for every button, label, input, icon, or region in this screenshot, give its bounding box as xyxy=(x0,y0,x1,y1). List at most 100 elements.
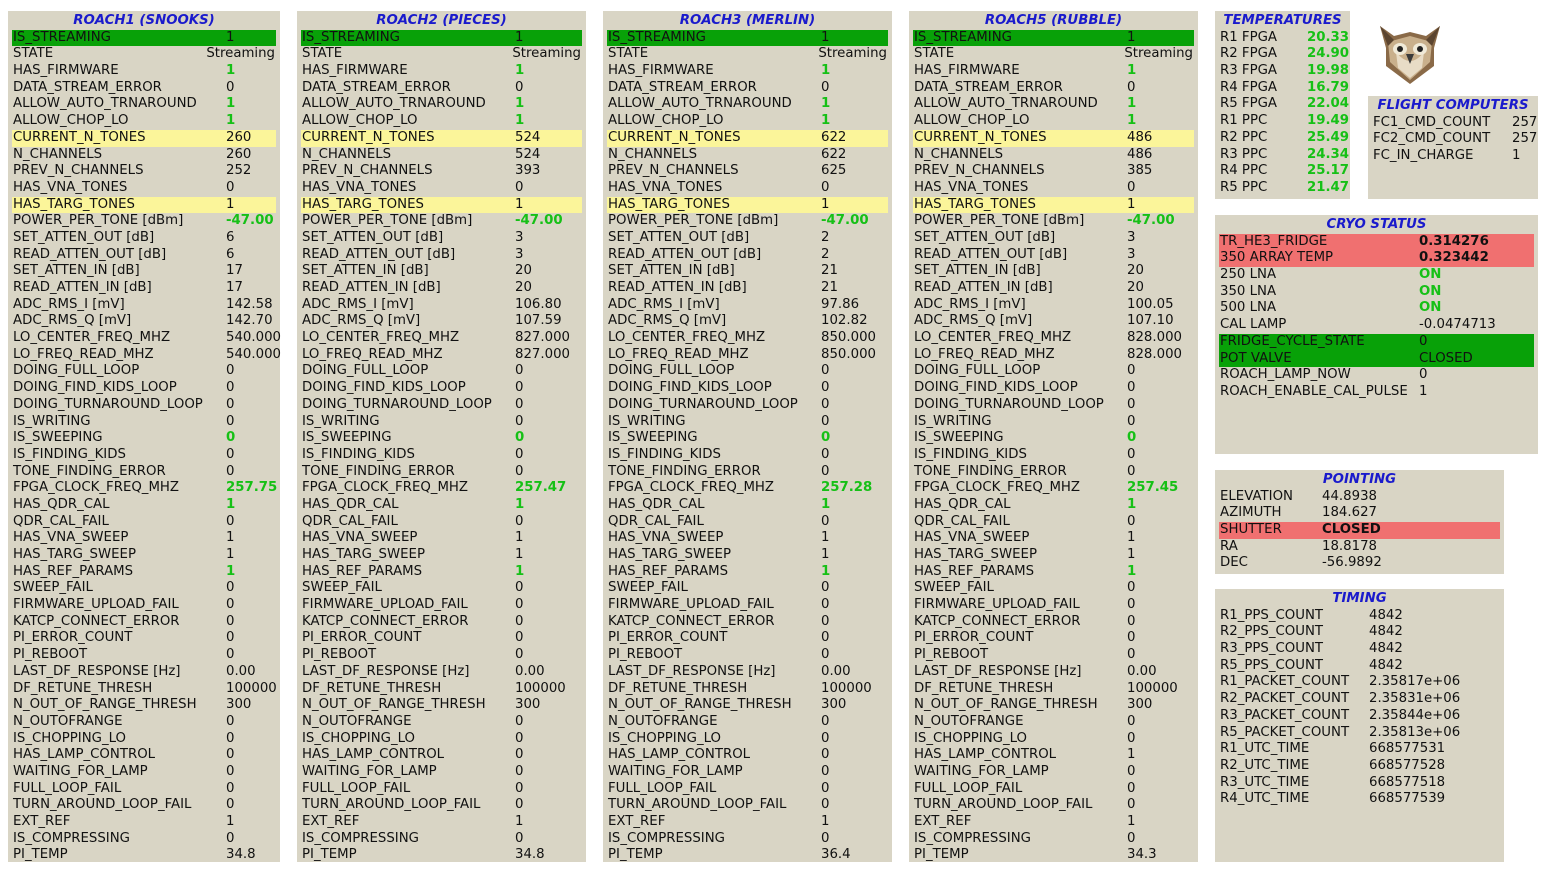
status-value: 0 xyxy=(1127,413,1136,429)
status-label: SET_ATTEN_OUT [dB] xyxy=(13,229,155,245)
status-row: ADC_RMS_I [mV] 97.86 xyxy=(607,297,888,314)
status-row: LAST_DF_RESPONSE [Hz] 0.00 xyxy=(607,664,888,681)
status-label: ADC_RMS_I [mV] xyxy=(302,296,414,312)
status-label: DOING_TURNAROUND_LOOP xyxy=(302,396,492,412)
status-value: 106.80 xyxy=(515,296,562,312)
status-label: SWEEP_FAIL xyxy=(914,580,994,596)
panel-title: ROACH5 (RUBBLE) xyxy=(984,13,1123,28)
status-value: 1 xyxy=(1512,148,1521,164)
status-label: TURN_AROUND_LOOP_FAIL xyxy=(302,797,481,813)
status-row: SET_ATTEN_IN [dB] 17 xyxy=(12,263,276,280)
status-value: 0 xyxy=(226,446,235,462)
status-row: 250 LNA ON xyxy=(1219,267,1534,284)
status-label: IS_CHOPPING_LO xyxy=(13,730,127,746)
status-row: HAS_VNA_SWEEP 1 xyxy=(913,530,1194,547)
status-value: 1 xyxy=(1127,814,1136,829)
status-label: R4_UTC_TIME xyxy=(1220,791,1310,807)
status-value: 385 xyxy=(1127,163,1153,179)
status-row: PI_TEMP 34.3 xyxy=(913,847,1194,864)
status-label: R1_PPS_COUNT xyxy=(1220,607,1324,623)
status-label: HAS_VNA_SWEEP xyxy=(13,530,129,546)
status-value: 622 xyxy=(821,146,847,162)
status-row: ADC_RMS_Q [mV] 107.59 xyxy=(301,313,582,330)
status-row: HAS_TARG_TONES 1 xyxy=(913,196,1194,214)
status-label: TONE_FINDING_ERROR xyxy=(302,463,455,479)
status-value: 0 xyxy=(226,597,235,613)
status-label: IS_CHOPPING_LO xyxy=(608,730,722,746)
status-row: PI_ERROR_COUNT 0 xyxy=(12,630,276,647)
status-row: ALLOW_CHOP_LO 1 xyxy=(913,113,1194,130)
status-row: AZIMUTH 184.627 xyxy=(1219,505,1500,522)
status-value: 0 xyxy=(226,797,235,813)
status-label: IS_SWEEPING xyxy=(302,430,392,446)
status-label: HAS_TARG_TONES xyxy=(302,196,424,212)
status-row: N_OUT_OF_RANGE_THRESH 300 xyxy=(913,697,1194,714)
status-value: 1 xyxy=(1127,496,1137,512)
status-row: POWER_PER_TONE [dBm] -47.00 xyxy=(913,213,1194,230)
status-row: IS_CHOPPING_LO 0 xyxy=(12,731,276,748)
status-label: PI_ERROR_COUNT xyxy=(302,630,422,646)
status-value: 0 xyxy=(1127,179,1136,195)
status-label: PI_ERROR_COUNT xyxy=(608,630,728,646)
status-value: 20 xyxy=(515,263,532,279)
status-row: N_OUT_OF_RANGE_THRESH 300 xyxy=(12,697,276,714)
status-label: HAS_TARG_TONES xyxy=(13,196,135,212)
status-value: 100000 xyxy=(1127,680,1178,696)
status-value: 257.75 xyxy=(226,480,278,496)
status-row: SWEEP_FAIL 0 xyxy=(301,580,582,597)
status-label: TR_HE3_FRIDGE xyxy=(1220,233,1328,249)
status-label: PREV_N_CHANNELS xyxy=(302,163,433,179)
status-row: IS_SWEEPING 0 xyxy=(12,430,276,447)
status-label: R2 FPGA xyxy=(1220,46,1277,62)
status-row: R3_UTC_TIME 668577518 xyxy=(1219,775,1500,792)
status-value: 1 xyxy=(1127,63,1137,79)
status-row: PREV_N_CHANNELS 625 xyxy=(607,163,888,180)
status-value: 0 xyxy=(1127,647,1136,663)
panel-title: ROACH2 (PIECES) xyxy=(376,13,507,28)
status-value: 0 xyxy=(1127,363,1136,379)
status-label: SET_ATTEN_OUT [dB] xyxy=(608,229,750,245)
status-label: DATA_STREAM_ERROR xyxy=(302,79,451,95)
status-row: HAS_QDR_CAL 1 xyxy=(301,497,582,514)
status-row: ADC_RMS_Q [mV] 107.10 xyxy=(913,313,1194,330)
status-label: PI_ERROR_COUNT xyxy=(13,630,133,646)
status-value: 0 xyxy=(821,613,830,629)
roach1-panel: ROACH1 (SNOOKS) IS_STREAMING 1 STATE Stream… xyxy=(8,11,281,862)
status-value: 1 xyxy=(515,814,524,829)
status-label: IS_COMPRESSING xyxy=(302,830,419,846)
status-row: EXT_REF 1 xyxy=(913,814,1194,831)
status-row: FC2_CMD_COUNT 257 xyxy=(1372,131,1537,148)
status-value: 17 xyxy=(226,280,243,295)
status-value: 2 xyxy=(821,229,830,245)
status-value: 524 xyxy=(515,129,541,145)
status-value: 100000 xyxy=(515,680,566,696)
status-value: 1 xyxy=(821,547,830,562)
status-value: 1 xyxy=(226,29,235,45)
status-label: TURN_AROUND_LOOP_FAIL xyxy=(13,797,192,813)
status-label: HAS_VNA_TONES xyxy=(13,179,128,195)
status-row: N_OUT_OF_RANGE_THRESH 300 xyxy=(607,697,888,714)
status-value: CLOSED xyxy=(1322,522,1381,538)
status-value: Streaming xyxy=(206,46,275,62)
status-label: HAS_FIRMWARE xyxy=(302,63,408,79)
status-label: DOING_TURNAROUND_LOOP xyxy=(608,396,798,412)
status-row: DOING_FULL_LOOP 0 xyxy=(301,363,582,380)
status-value: 0 xyxy=(515,396,524,412)
status-row: FPGA_CLOCK_FREQ_MHZ 257.45 xyxy=(913,480,1194,497)
status-value: 0 xyxy=(515,730,524,746)
status-row: HAS_VNA_SWEEP 1 xyxy=(607,530,888,547)
status-label: LO_CENTER_FREQ_MHZ xyxy=(608,330,766,346)
status-label: LAST_DF_RESPONSE [Hz] xyxy=(302,663,470,679)
status-row: HAS_VNA_TONES 0 xyxy=(913,180,1194,197)
status-row: CURRENT_N_TONES 260 xyxy=(12,129,276,147)
status-row: READ_ATTEN_IN [dB] 17 xyxy=(12,280,276,297)
status-value: 1 xyxy=(821,63,831,79)
status-row: STATE Streaming xyxy=(12,46,276,63)
status-label: N_OUT_OF_RANGE_THRESH xyxy=(914,697,1098,713)
status-row: N_OUTOFRANGE 0 xyxy=(913,714,1194,731)
status-row: FPGA_CLOCK_FREQ_MHZ 257.28 xyxy=(607,480,888,497)
status-label: HAS_TARG_SWEEP xyxy=(914,547,1037,562)
status-row: FULL_LOOP_FAIL 0 xyxy=(607,781,888,798)
status-label: SWEEP_FAIL xyxy=(13,580,93,596)
status-row: IS_COMPRESSING 0 xyxy=(12,831,276,848)
